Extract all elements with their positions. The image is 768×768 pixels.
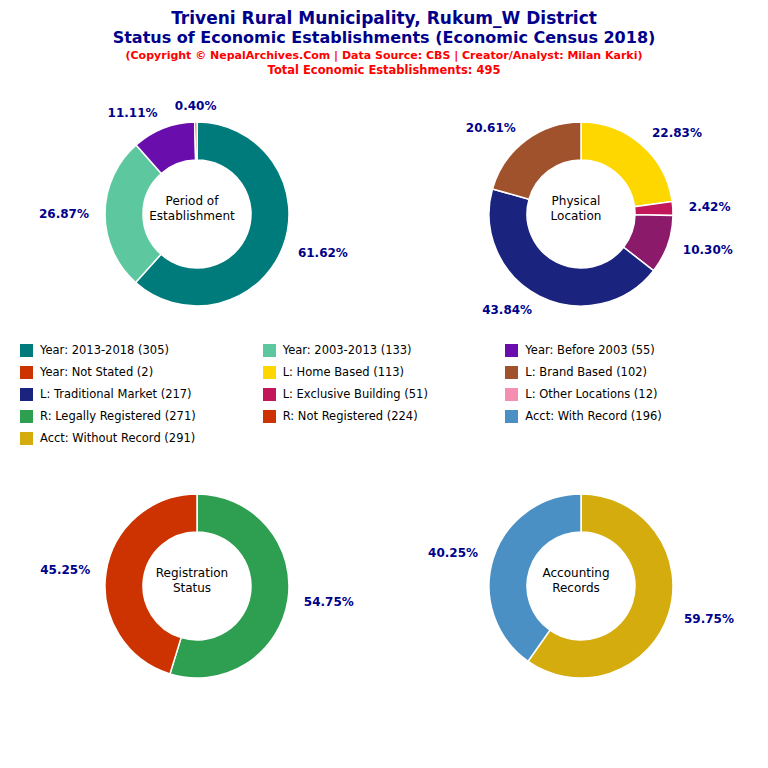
svg-text:43.84%: 43.84% [482, 303, 532, 317]
html-text:R: Not Registered (224): R: Not Registered (224) [282, 409, 418, 423]
svg-text:26.87%: 26.87% [39, 207, 89, 221]
svg-text:59.75%: 59.75% [684, 612, 734, 626]
html-text:Registration Status: Registration Status [155, 566, 229, 595]
html-text:Year: 2013-2018 (305): Year: 2013-2018 (305) [40, 343, 169, 357]
html-text:L: Traditional Market (217): L: Traditional Market (217) [40, 387, 192, 401]
html-text:Acct: With Record (196): Acct: With Record (196) [525, 409, 662, 423]
svg-text:2.42%: 2.42% [689, 200, 731, 214]
html-text:Year: Not Stated (2): Year: Not Stated (2) [40, 365, 154, 379]
html-text:Year: 2003-2013 (133): Year: 2003-2013 (133) [282, 343, 412, 357]
svg-text:22.83%: 22.83% [652, 126, 702, 140]
html-text:Year: Before 2003 (55): Year: Before 2003 (55) [525, 343, 655, 357]
svg-text:20.61%: 20.61% [466, 121, 516, 135]
html-text:L: Home Based (113): L: Home Based (113) [282, 365, 405, 379]
html-text:(Copyright © NepalArchives.Com: (Copyright © NepalArchives.Com | Data So… [125, 49, 643, 62]
svg-text:10.30%: 10.30% [683, 243, 733, 257]
html-text:Status of Economic Establishme: Status of Economic Establishments (Econo… [112, 28, 656, 47]
html-text:Acct: Without Record (291): Acct: Without Record (291) [40, 431, 196, 445]
svg-text:45.25%: 45.25% [40, 563, 90, 577]
html-text:L: Other Locations (12): L: Other Locations (12) [525, 387, 658, 401]
html-text:Period of Establishment: Period of Establishment [149, 194, 235, 223]
html-text:Total Economic Establishments:: Total Economic Establishments: 495 [267, 63, 501, 77]
svg-text:40.25%: 40.25% [428, 546, 478, 560]
html-text:Accounting Records: Accounting Records [542, 566, 610, 595]
html-text:Triveni Rural Municipality, Ru: Triveni Rural Municipality, Rukum_W Dist… [171, 8, 597, 28]
svg-text:0.40%: 0.40% [175, 99, 217, 113]
svg-text:61.62%: 61.62% [298, 246, 348, 260]
html-text:Physical Location: Physical Location [550, 194, 602, 223]
html-text:L: Brand Based (102): L: Brand Based (102) [525, 365, 648, 379]
html-text:L: Exclusive Building (51): L: Exclusive Building (51) [282, 387, 428, 401]
html-text:R: Legally Registered (271): R: Legally Registered (271) [40, 409, 196, 423]
svg-text:11.11%: 11.11% [108, 106, 158, 120]
svg-text:54.75%: 54.75% [304, 595, 354, 609]
